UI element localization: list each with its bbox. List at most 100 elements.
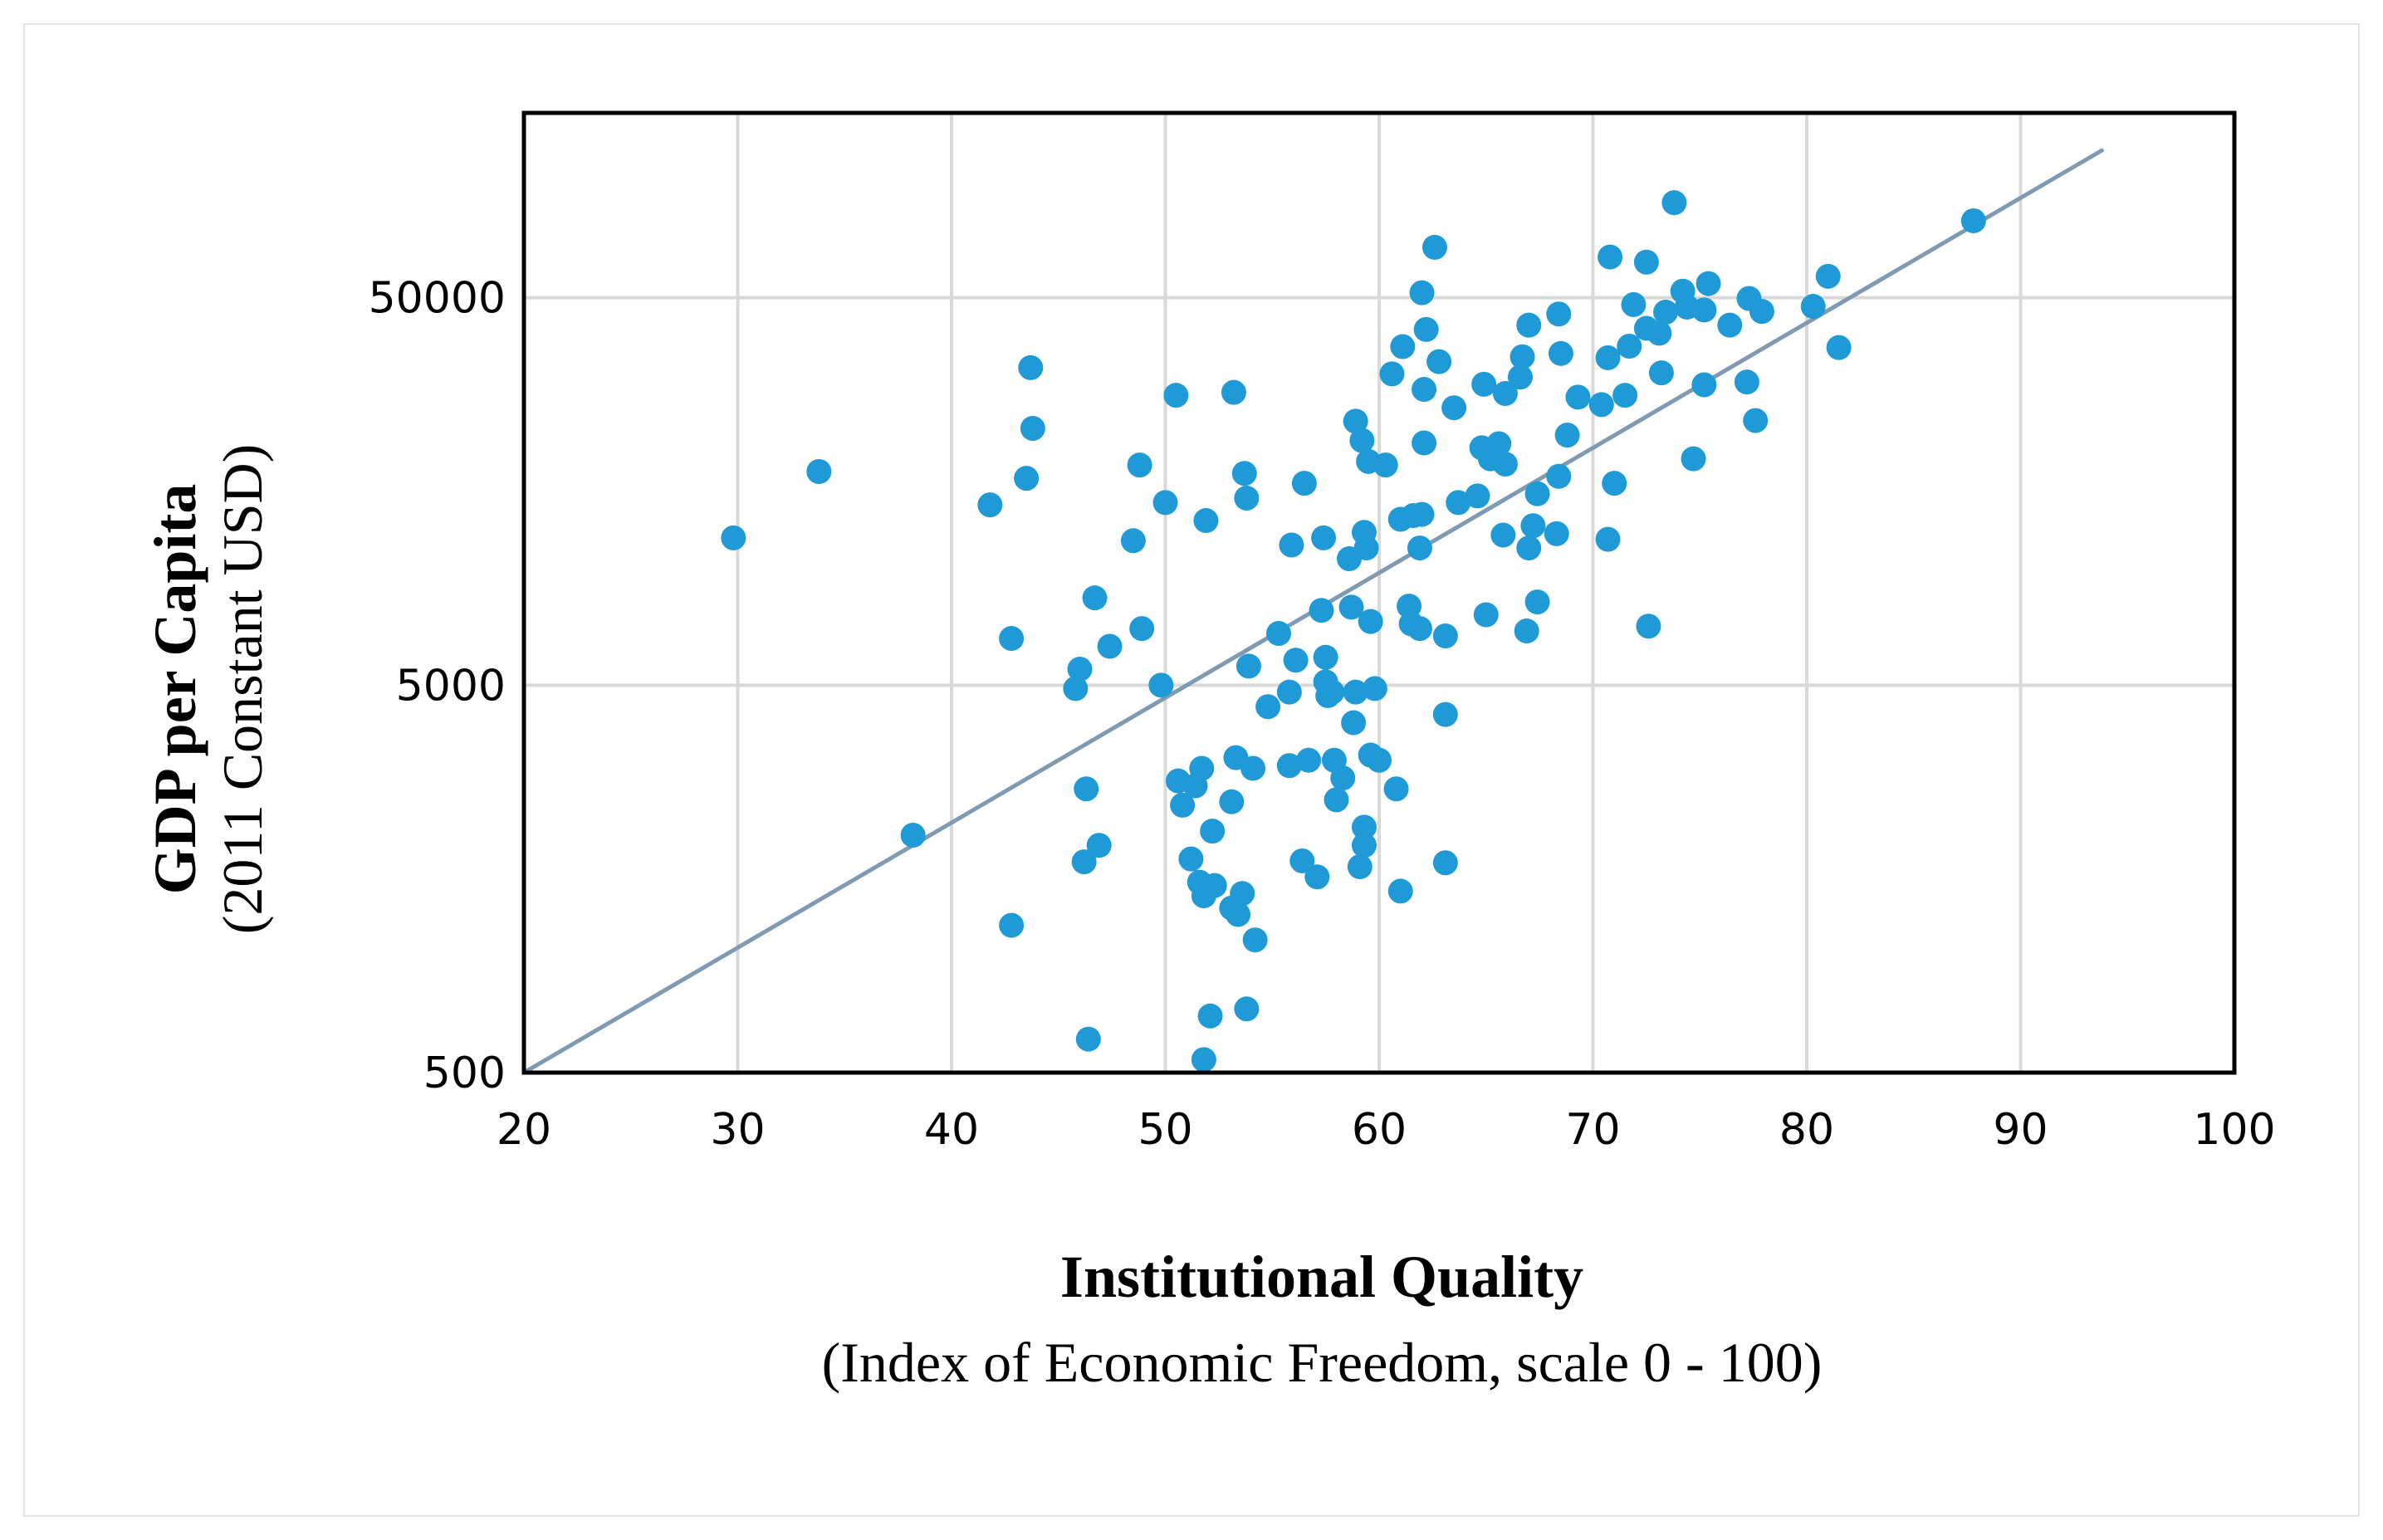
data-point-19 [1129, 616, 1155, 642]
data-point-24 [1170, 792, 1196, 818]
data-point-117 [1516, 312, 1542, 338]
data-point-17 [1120, 528, 1146, 554]
data-point-36 [1219, 789, 1245, 814]
data-point-56 [1304, 864, 1330, 890]
data-point-125 [1548, 340, 1573, 366]
x-tick-label-60: 60 [1352, 1105, 1407, 1155]
data-point-32 [1197, 1003, 1223, 1029]
data-point-97 [1413, 316, 1439, 342]
y-axis-title: GDP per Capita [142, 484, 208, 895]
data-point-129 [1595, 526, 1621, 552]
data-point-40 [1230, 881, 1255, 907]
data-point-122 [1544, 521, 1569, 546]
data-point-130 [1595, 345, 1621, 370]
data-point-93 [1409, 501, 1435, 527]
data-point-124 [1546, 301, 1572, 327]
data-point-83 [1379, 361, 1405, 387]
data-point-6 [1014, 466, 1040, 491]
data-point-114 [1507, 364, 1533, 390]
data-point-45 [1240, 755, 1266, 781]
data-point-16 [1097, 633, 1123, 659]
data-point-72 [1349, 428, 1375, 453]
data-point-149 [1717, 312, 1743, 338]
data-point-135 [1621, 291, 1647, 317]
data-point-53 [1289, 848, 1315, 873]
data-point-25 [1178, 846, 1204, 872]
data-point-111 [1490, 522, 1516, 548]
data-point-116 [1514, 618, 1539, 644]
chart-frame: 20 30 40 50 60 70 80 90 100 500 5000 50000 Institu… [23, 23, 2360, 1517]
data-point-84 [1383, 776, 1409, 802]
y-tick-label-5000: 5000 [396, 661, 506, 711]
data-point-87 [1390, 334, 1416, 359]
data-point-42 [1234, 996, 1260, 1022]
data-point-46 [1242, 927, 1268, 953]
data-point-65 [1330, 765, 1356, 791]
data-point-9 [1063, 676, 1089, 702]
data-point-58 [1311, 525, 1337, 550]
data-point-153 [1749, 299, 1774, 325]
plot-area-border [521, 110, 2237, 1075]
data-point-14 [1082, 585, 1108, 611]
data-point-37 [1221, 379, 1246, 405]
data-point-67 [1338, 594, 1364, 620]
data-point-55 [1296, 747, 1322, 773]
data-point-49 [1276, 753, 1302, 779]
data-point-80 [1362, 676, 1387, 702]
data-point-128 [1588, 392, 1614, 418]
data-point-123 [1546, 463, 1572, 489]
data-point-103 [1441, 395, 1467, 421]
x-tick-label-20: 20 [497, 1105, 551, 1155]
data-point-2 [900, 823, 926, 848]
data-point-107 [1471, 371, 1497, 397]
data-point-119 [1520, 513, 1546, 539]
data-point-44 [1236, 653, 1261, 679]
y-tick-label-50000: 50000 [369, 274, 506, 324]
data-point-101 [1432, 702, 1458, 727]
data-point-11 [1071, 849, 1097, 875]
data-point-156 [1826, 335, 1852, 360]
data-point-132 [1602, 471, 1627, 496]
x-tick-label-100: 100 [2193, 1105, 2275, 1155]
data-point-92 [1407, 535, 1432, 561]
x-tick-label-80: 80 [1779, 1105, 1834, 1155]
data-point-99 [1426, 349, 1452, 374]
data-point-73 [1351, 814, 1377, 840]
data-point-145 [1681, 446, 1706, 472]
data-point-104 [1446, 490, 1471, 516]
data-point-68 [1341, 710, 1367, 736]
data-point-91 [1407, 616, 1432, 642]
data-point-133 [1612, 383, 1638, 408]
data-point-85 [1387, 878, 1413, 904]
x-tick-label-90: 90 [1993, 1105, 2048, 1155]
data-point-31 [1193, 508, 1219, 534]
data-point-113 [1492, 452, 1518, 477]
data-point-3 [977, 492, 1003, 518]
data-point-21 [1152, 490, 1178, 516]
data-point-74 [1351, 833, 1377, 858]
data-point-7 [1018, 354, 1044, 380]
data-point-138 [1636, 614, 1661, 639]
data-point-34 [1201, 873, 1227, 898]
data-point-39 [1226, 902, 1251, 927]
data-point-137 [1633, 249, 1659, 275]
data-point-95 [1412, 377, 1437, 403]
data-point-141 [1653, 299, 1679, 325]
x-tick-label-40: 40 [924, 1105, 979, 1155]
data-point-28 [1189, 755, 1215, 781]
data-point-120 [1524, 589, 1550, 615]
data-point-43 [1234, 485, 1260, 511]
x-axis-subtitle: (Index of Economic Freedom, scale 0 - 10… [822, 1331, 1823, 1394]
data-point-139 [1647, 320, 1672, 346]
data-point-59 [1313, 644, 1338, 670]
data-point-33 [1200, 819, 1226, 844]
x-axis-tick-labels: 20 30 40 50 60 70 80 90 100 [497, 1105, 2276, 1155]
data-point-131 [1598, 244, 1623, 270]
data-point-13 [1075, 1026, 1101, 1052]
data-point-8 [1020, 416, 1045, 442]
data-point-57 [1309, 598, 1334, 623]
data-point-50 [1276, 679, 1302, 705]
data-point-157 [1960, 208, 1986, 233]
data-point-142 [1661, 190, 1687, 216]
data-point-150 [1734, 369, 1759, 395]
